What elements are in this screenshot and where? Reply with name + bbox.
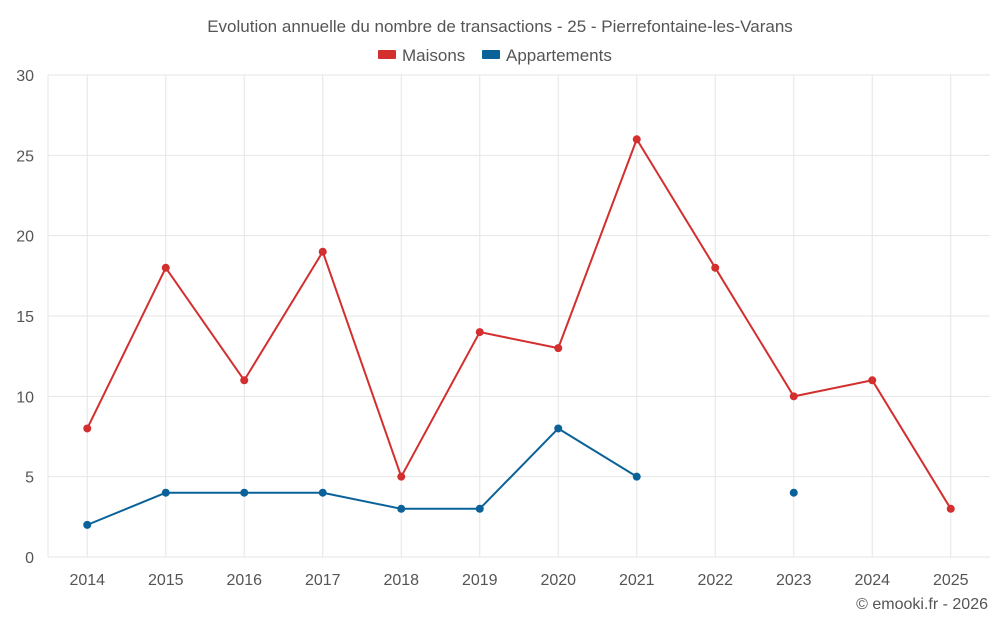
- series-layer: [83, 135, 955, 529]
- legend-label-maisons[interactable]: Maisons: [402, 46, 465, 65]
- data-point-maisons-2016[interactable]: [240, 376, 249, 385]
- x-tick-label: 2018: [383, 572, 419, 589]
- data-point-maisons-2020[interactable]: [554, 344, 563, 353]
- y-axis-ticks: 0 5 10 15 20 25 30: [16, 68, 34, 567]
- credit-text: © emooki.fr - 2026: [856, 596, 988, 613]
- data-point-appartements-2017[interactable]: [318, 488, 327, 497]
- x-tick-label: 2021: [619, 572, 655, 589]
- y-tick-label: 15: [16, 309, 34, 326]
- data-point-maisons-2015[interactable]: [161, 263, 170, 272]
- data-point-maisons-2023[interactable]: [789, 392, 798, 401]
- legend-label-appartements[interactable]: Appartements: [506, 46, 612, 65]
- legend: Maisons Appartements: [378, 46, 612, 65]
- data-point-maisons-2022[interactable]: [711, 263, 720, 272]
- series-line-maisons: [86, 138, 952, 510]
- x-tick-label: 2023: [776, 572, 812, 589]
- x-tick-label: 2014: [69, 572, 105, 589]
- chart-title: Evolution annuelle du nombre de transact…: [207, 17, 793, 36]
- series-line-appartements: [86, 427, 638, 526]
- x-tick-label: 2025: [933, 572, 969, 589]
- x-tick-label: 2017: [305, 572, 341, 589]
- grid-lines: [47, 74, 990, 558]
- data-point-maisons-2014[interactable]: [83, 424, 92, 433]
- data-point-appartements-2019[interactable]: [475, 504, 484, 513]
- y-tick-label: 5: [25, 470, 34, 487]
- x-tick-label: 2020: [540, 572, 576, 589]
- data-point-maisons-2024[interactable]: [868, 376, 877, 385]
- y-tick-label: 30: [16, 68, 34, 85]
- data-point-appartements-2016[interactable]: [240, 488, 249, 497]
- legend-swatch-appartements: [482, 50, 500, 59]
- data-point-appartements-2023[interactable]: [789, 488, 798, 497]
- data-point-appartements-2018[interactable]: [397, 504, 406, 513]
- x-tick-label: 2022: [697, 572, 733, 589]
- data-point-appartements-2014[interactable]: [83, 520, 92, 529]
- data-point-maisons-2017[interactable]: [318, 247, 327, 256]
- x-tick-label: 2024: [854, 572, 890, 589]
- x-tick-label: 2016: [226, 572, 262, 589]
- y-tick-label: 20: [16, 229, 34, 246]
- data-point-appartements-2015[interactable]: [161, 488, 170, 497]
- y-tick-label: 10: [16, 389, 34, 406]
- data-point-appartements-2020[interactable]: [554, 424, 563, 433]
- y-tick-label: 0: [25, 550, 34, 567]
- data-point-maisons-2019[interactable]: [475, 328, 484, 337]
- x-axis-ticks: 2014 2015 2016 2017 2018 2019 2020 2021 2022 2023…: [69, 572, 968, 589]
- data-point-appartements-2021[interactable]: [632, 472, 641, 481]
- legend-swatch-maisons: [378, 50, 396, 59]
- x-tick-label: 2015: [148, 572, 184, 589]
- y-tick-label: 25: [16, 148, 34, 165]
- data-point-maisons-2018[interactable]: [397, 472, 406, 481]
- data-point-maisons-2021[interactable]: [632, 135, 641, 144]
- x-tick-label: 2019: [462, 572, 498, 589]
- data-point-maisons-2025[interactable]: [946, 504, 955, 513]
